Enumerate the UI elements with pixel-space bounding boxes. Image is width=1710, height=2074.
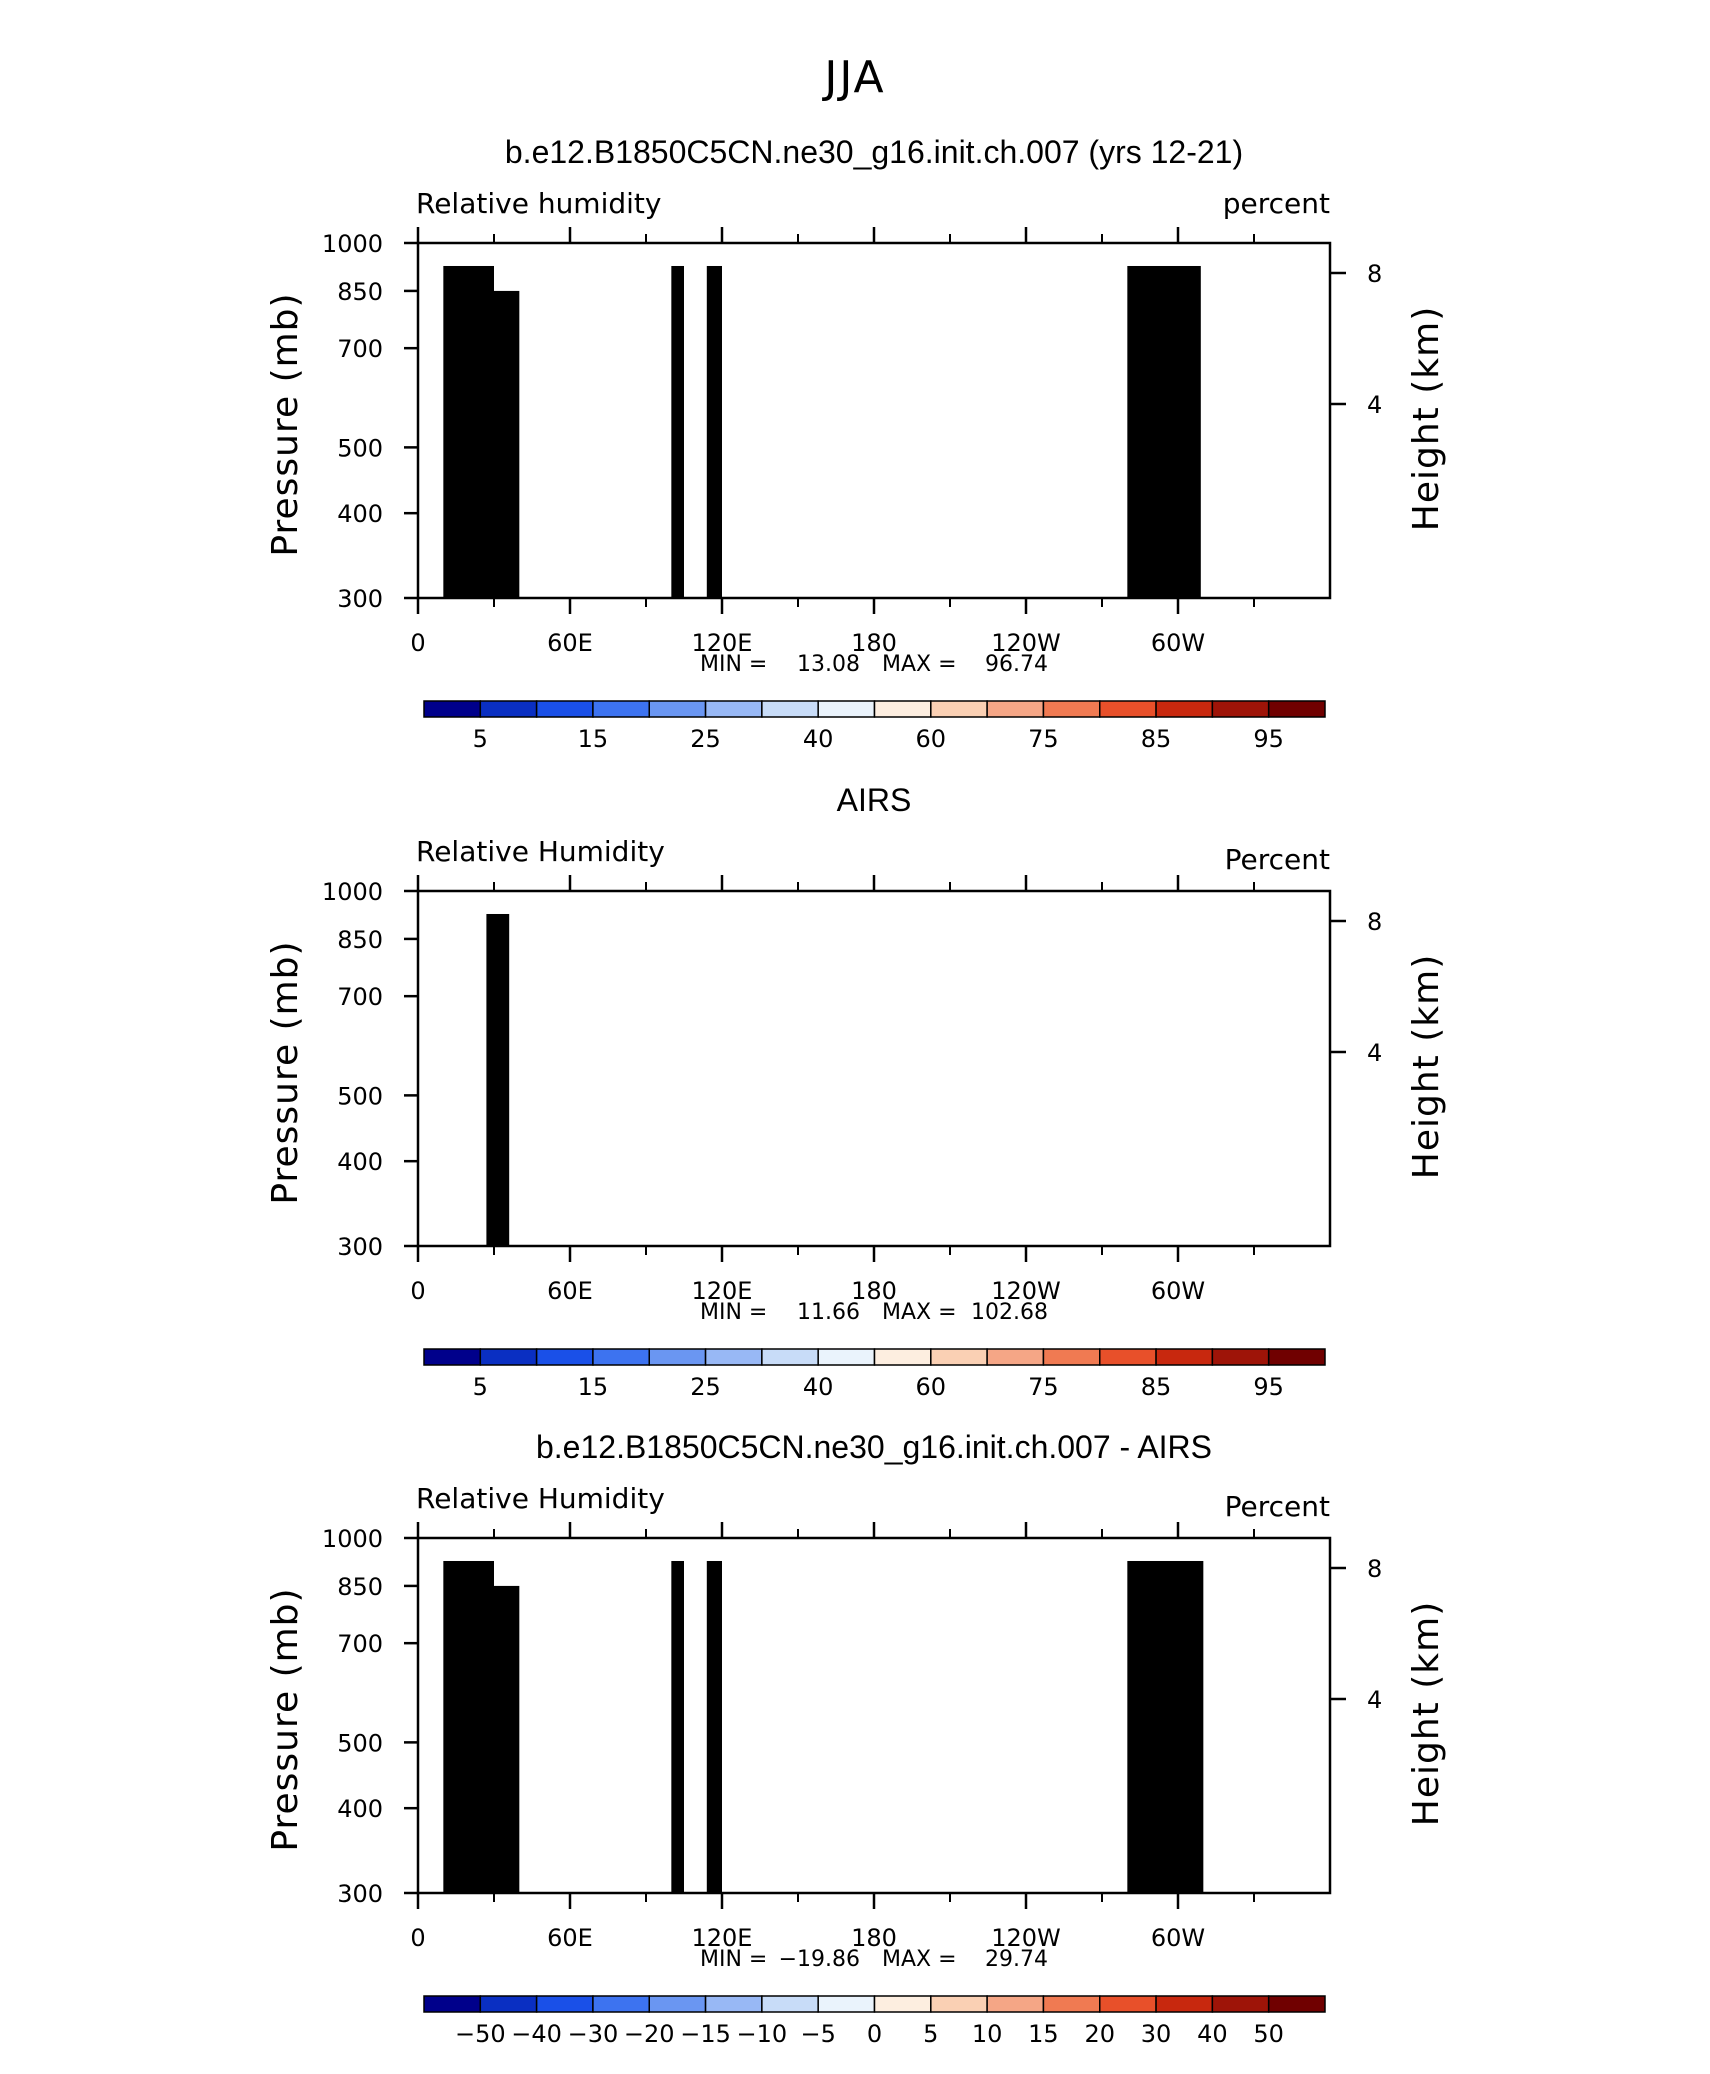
page-title: JJA — [821, 52, 885, 103]
variable-label: Relative humidity — [416, 187, 661, 220]
chart-panel-1: b.e12.B1850C5CN.ne30_g16.init.ch.007 (yr… — [265, 134, 1447, 753]
chart-title: b.e12.B1850C5CN.ne30_g16.init.ch.007 (yr… — [505, 134, 1243, 170]
units-label: percent — [1223, 187, 1330, 220]
